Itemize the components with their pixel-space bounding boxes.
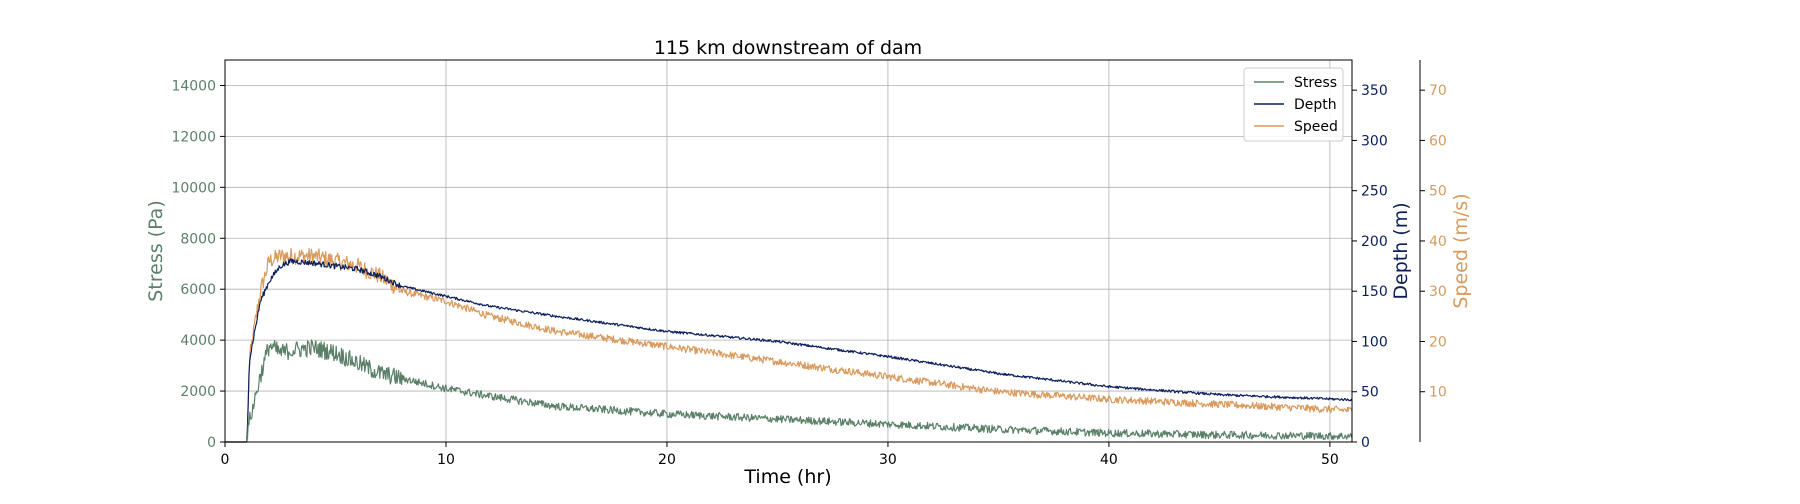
depth-tick-label: 150 [1361,284,1388,300]
depth-tick-label: 350 [1361,83,1388,99]
x-axis-label: Time (hr) [743,466,831,488]
speed-tick-label: 10 [1429,385,1447,401]
speed-tick-label: 40 [1429,234,1447,250]
stress-axis-label: Stress (Pa) [145,200,167,302]
stress-tick-label: 6000 [180,282,216,298]
depth-tick-label: 200 [1361,234,1388,250]
speed-tick-label: 50 [1429,184,1447,200]
stress-tick-label: 2000 [180,384,216,400]
stress-tick-label: 14000 [171,78,216,94]
x-tick-label: 0 [221,452,230,468]
series-layer [225,247,1353,443]
depth-axis-label: Depth (m) [1390,202,1412,299]
stress-tick-label: 4000 [180,333,216,349]
stress-tick-label: 12000 [171,129,216,145]
series-line-stress [225,339,1353,443]
stress-tick-label: 10000 [171,180,216,196]
legend-box [1243,67,1344,142]
chart-title: 115 km downstream of dam [654,37,922,59]
series-line-depth [225,258,1353,443]
stress-tick-label: 0 [207,435,216,451]
series-line-speed [225,247,1353,443]
x-tick-label: 20 [658,452,676,468]
depth-tick-label: 50 [1361,385,1379,401]
legend-label-speed: Speed [1294,119,1338,135]
plot-frame [224,59,1353,443]
x-tick-label: 40 [1100,452,1118,468]
legend: Stress Depth Speed [1243,67,1344,142]
speed-tick-label: 70 [1429,83,1447,99]
x-tick-label: 10 [437,452,455,468]
depth-tick-label: 300 [1361,133,1388,149]
speed-tick-label: 30 [1429,284,1447,300]
x-tick-label: 50 [1321,452,1339,468]
depth-tick-label: 250 [1361,184,1388,200]
stress-tick-label: 8000 [180,231,216,247]
speed-tick-label: 60 [1429,133,1447,149]
legend-label-stress: Stress [1294,75,1337,91]
legend-label-depth: Depth [1294,97,1337,113]
speed-tick-label: 20 [1429,334,1447,350]
speed-axis-label: Speed (m/s) [1450,193,1472,308]
x-tick-label: 30 [879,452,897,468]
depth-tick-label: 0 [1361,435,1370,451]
axes: 0 10 20 30 40 5002000400060008000100001200014… [145,60,1472,468]
depth-tick-label: 100 [1361,334,1388,350]
